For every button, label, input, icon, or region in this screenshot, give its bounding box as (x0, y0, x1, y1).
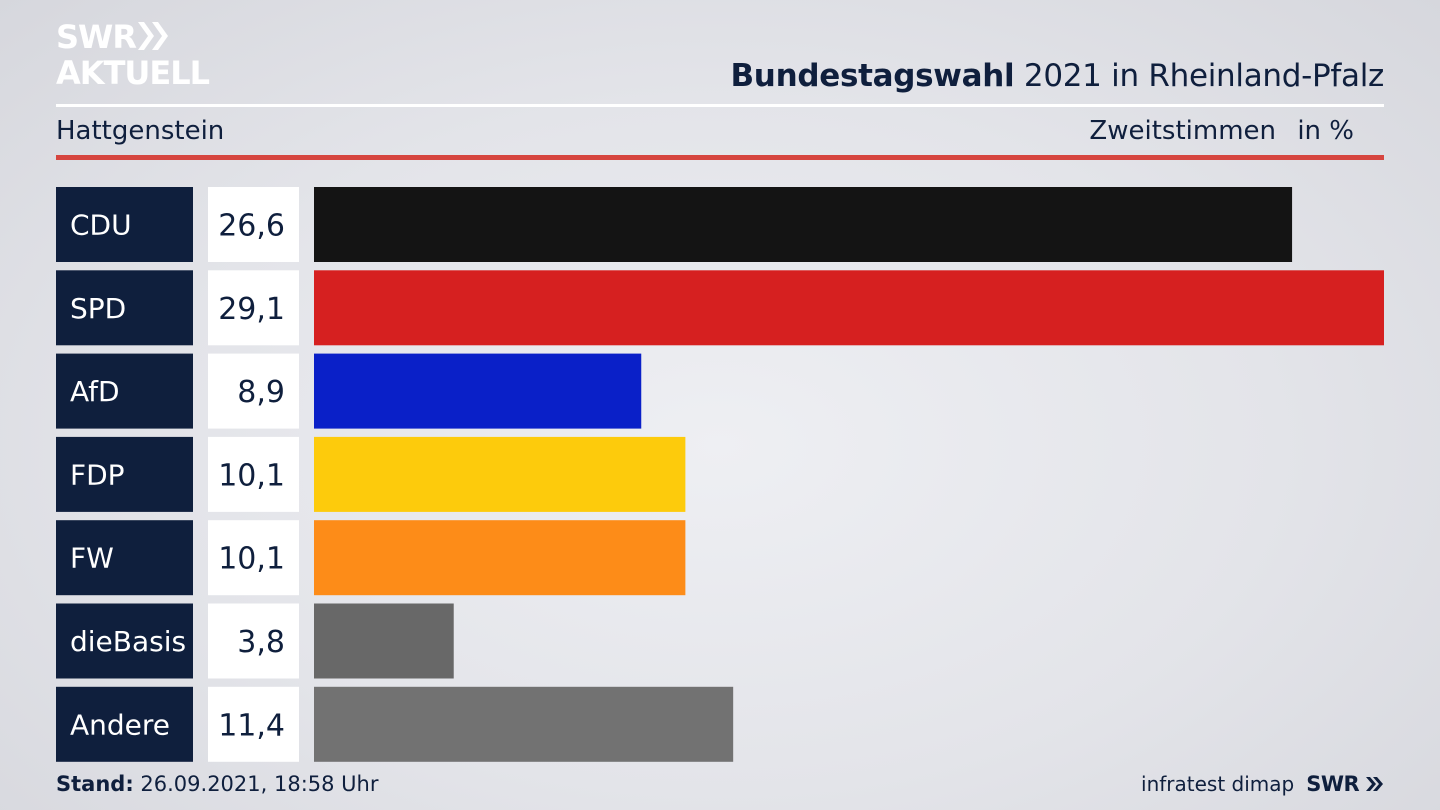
swr-small-logo: SWR (1306, 772, 1384, 796)
bar-row: Andere 11,4 (56, 686, 734, 762)
title-rest: 2021 in Rheinland-Pfalz (1014, 58, 1384, 94)
logo-line2: AKTUELL (56, 54, 210, 90)
swr-aktuell-logo: SWR AKTUELL (56, 18, 226, 90)
timestamp: Stand: 26.09.2021, 18:58 Uhr (56, 772, 379, 796)
bar-row: FW 10,1 (56, 520, 686, 596)
timestamp-value: 26.09.2021, 18:58 Uhr (133, 772, 379, 796)
category-label: CDU (70, 209, 132, 242)
accent-divider (56, 155, 1384, 160)
category-label: FDP (70, 458, 125, 491)
value-label: 11,4 (218, 708, 285, 743)
category-label-box (56, 686, 193, 762)
region-name: Hattgenstein (56, 116, 225, 146)
category-label-box (56, 353, 193, 429)
category-label-box (56, 270, 193, 346)
value-label-box (208, 187, 299, 262)
bar (314, 353, 642, 429)
category-label: dieBasis (70, 625, 186, 658)
source-credit: infratest dimap SWR (1141, 772, 1384, 796)
logo-chevron-1-icon (138, 22, 154, 50)
value-label-box (208, 520, 299, 596)
category-label: FW (70, 542, 114, 575)
bar (314, 603, 454, 679)
unit-label: in % (1297, 116, 1354, 146)
value-label: 10,1 (218, 542, 285, 577)
bar (314, 686, 734, 762)
logo-chevron-2-icon (152, 22, 168, 50)
category-label: SPD (70, 292, 126, 325)
value-label: 26,6 (218, 209, 285, 244)
category-label-box (56, 187, 193, 262)
category-label-box (56, 520, 193, 596)
timestamp-label: Stand: (56, 772, 134, 796)
value-label-box (208, 353, 299, 429)
swr-aktuell-logo-graphic: SWR AKTUELL (56, 18, 211, 90)
value-label-box (208, 270, 299, 346)
value-label: 10,1 (218, 458, 285, 493)
metric-label: Zweitstimmen (1089, 116, 1276, 146)
header-divider (56, 104, 1384, 107)
page-title: Bundestagswahl 2021 in Rheinland-Pfalz (730, 58, 1384, 94)
value-label: 29,1 (218, 292, 285, 327)
bar (314, 436, 686, 512)
logo-line1: SWR (56, 18, 136, 56)
category-label: Andere (70, 708, 170, 741)
swr-small-chevron-icon (1366, 777, 1383, 791)
bar-row: dieBasis 3,8 (56, 603, 454, 679)
bar-row: CDU 26,6 (56, 187, 1293, 262)
category-label-box (56, 603, 193, 679)
value-label: 8,9 (237, 375, 285, 410)
swr-small-text: SWR (1306, 772, 1360, 796)
value-label-box (208, 686, 299, 762)
title-bold: Bundestagswahl (730, 58, 1015, 94)
source-name: infratest dimap (1141, 772, 1295, 796)
category-label: AfD (70, 375, 120, 408)
bar (314, 270, 1384, 346)
bar-row: AfD 8,9 (56, 353, 642, 429)
category-label-box (56, 436, 193, 512)
value-label-box (208, 603, 299, 679)
bar (314, 520, 686, 596)
bar-row: SPD 29,1 (56, 270, 1384, 346)
value-label: 3,8 (237, 625, 285, 660)
bar-row: FDP 10,1 (56, 436, 686, 512)
bar (314, 187, 1293, 262)
value-label-box (208, 436, 299, 512)
